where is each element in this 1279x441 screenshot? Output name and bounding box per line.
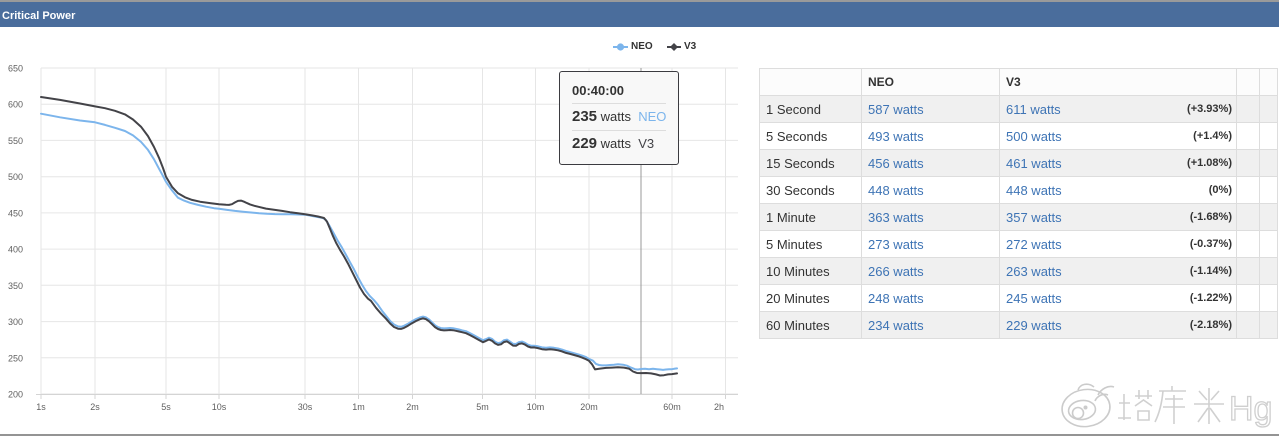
svg-text:2s: 2s: [90, 402, 100, 412]
svg-text:30s: 30s: [298, 402, 313, 412]
svg-text:500: 500: [8, 172, 23, 182]
svg-text:20m: 20m: [580, 402, 598, 412]
svg-text:10m: 10m: [527, 402, 545, 412]
svg-text:550: 550: [8, 136, 23, 146]
svg-text:2h: 2h: [714, 402, 724, 412]
svg-text:5m: 5m: [476, 402, 489, 412]
svg-text:400: 400: [8, 245, 23, 255]
svg-text:5s: 5s: [161, 402, 171, 412]
svg-text:300: 300: [8, 317, 23, 327]
svg-text:1m: 1m: [352, 402, 365, 412]
svg-text:250: 250: [8, 353, 23, 363]
svg-text:2m: 2m: [406, 402, 419, 412]
svg-text:650: 650: [8, 64, 23, 74]
svg-text:60m: 60m: [663, 402, 681, 412]
svg-text:10s: 10s: [212, 402, 227, 412]
svg-text:Hg: Hg: [1229, 390, 1272, 428]
svg-text:350: 350: [8, 281, 23, 291]
svg-text:600: 600: [8, 100, 23, 110]
svg-text:200: 200: [8, 390, 23, 400]
svg-text:450: 450: [8, 208, 23, 218]
svg-text:1s: 1s: [36, 402, 46, 412]
